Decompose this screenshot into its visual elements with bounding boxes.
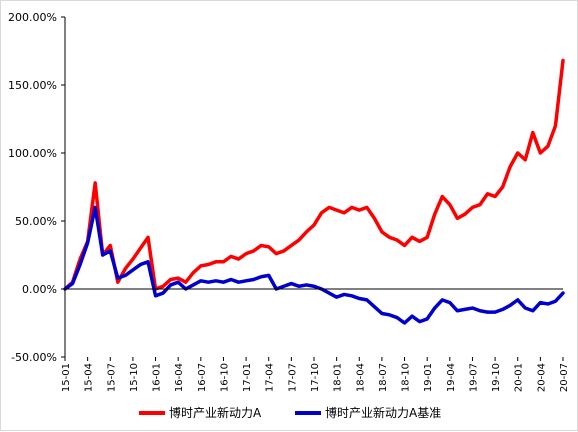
x-tick-label: 18-01 <box>333 363 344 392</box>
x-tick-label: 18-10 <box>401 363 412 392</box>
x-tick-label: 16-04 <box>174 363 185 392</box>
y-tick-label: 50.00% <box>15 215 57 228</box>
x-tick-label: 16-07 <box>197 363 208 392</box>
x-tick-label: 20-07 <box>559 363 570 392</box>
x-tick-label: 18-07 <box>378 363 389 392</box>
y-tick-label: 200.00% <box>8 11 57 24</box>
x-tick-label: 18-04 <box>355 363 366 392</box>
x-tick-label: 20-01 <box>514 363 525 392</box>
x-tick-label: 17-07 <box>287 363 298 392</box>
x-tick-label: 20-04 <box>536 363 547 392</box>
x-tick-label: 19-07 <box>468 363 479 392</box>
x-tick-label: 17-01 <box>242 363 253 392</box>
x-tick-label: 15-10 <box>129 363 140 392</box>
legend-label-1: 博时产业新动力A <box>169 405 262 420</box>
y-tick-label: 150.00% <box>8 79 57 92</box>
x-tick-label: 16-01 <box>152 363 163 392</box>
legend: 博时产业新动力A 博时产业新动力A基准 <box>139 405 441 420</box>
legend-label-2: 博时产业新动力A基准 <box>325 405 441 420</box>
x-tick-label: 19-04 <box>446 363 457 392</box>
x-tick-label: 16-10 <box>219 363 230 392</box>
x-tick-label: 15-07 <box>106 363 117 392</box>
x-tick-label: 17-04 <box>265 363 276 392</box>
y-tick-label: -50.00% <box>11 351 57 364</box>
x-tick-label: 19-10 <box>491 363 502 392</box>
x-axis-ticks: 15-01 15-04 15-07 15-10 16-01 16-04 16-07 16-10… <box>61 357 570 392</box>
series-line-2 <box>63 205 565 325</box>
y-tick-label: 0.00% <box>22 283 57 296</box>
y-axis-ticks: -50.00% 0.00% 50.00% 100.00% 150.00% 200.00% <box>8 11 65 364</box>
x-tick-label: 15-04 <box>84 363 95 392</box>
y-tick-label: 100.00% <box>8 147 57 160</box>
series-line-1 <box>63 58 565 291</box>
x-tick-label: 17-10 <box>310 363 321 392</box>
series-lines <box>63 58 565 325</box>
x-tick-label: 15-01 <box>61 363 72 392</box>
x-tick-label: 19-01 <box>423 363 434 392</box>
